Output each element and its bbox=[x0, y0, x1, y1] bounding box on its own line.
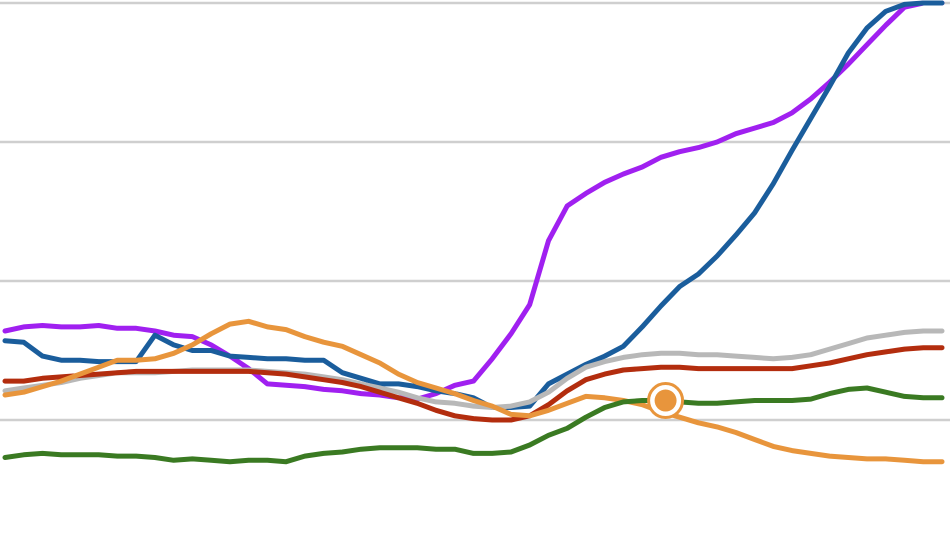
series-line-1 bbox=[2, 0, 945, 402]
highlight-marker[interactable] bbox=[647, 382, 685, 420]
series-line-4 bbox=[2, 345, 945, 423]
series-line-6 bbox=[2, 385, 945, 465]
series-line-5 bbox=[2, 318, 945, 465]
series-lines bbox=[2, 0, 945, 465]
series-line-2 bbox=[2, 0, 945, 410]
highlight-marker-dot[interactable] bbox=[654, 389, 677, 412]
